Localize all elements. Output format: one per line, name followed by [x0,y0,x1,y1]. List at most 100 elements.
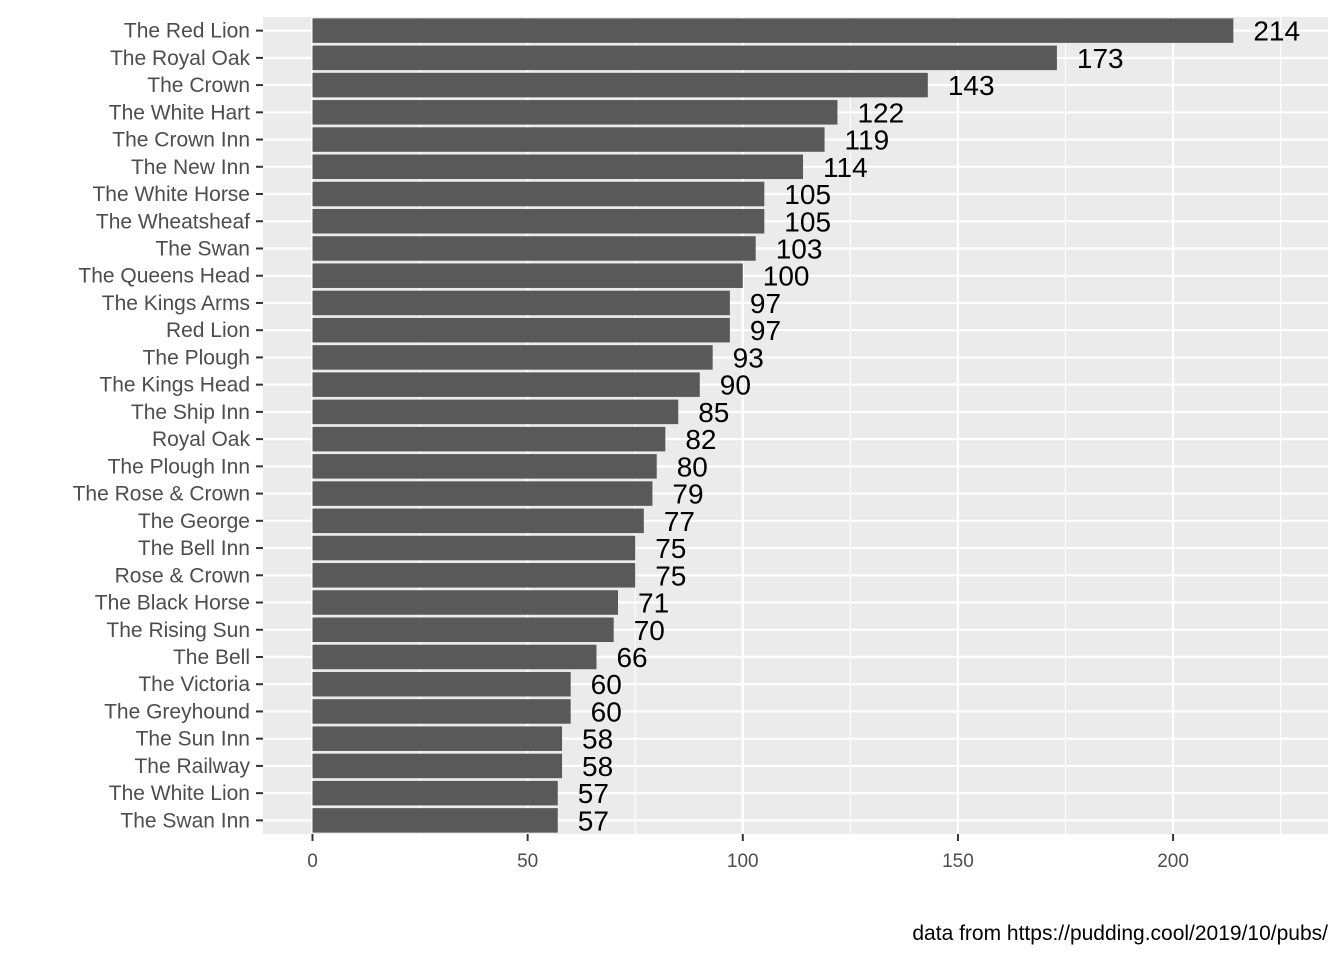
bar [312,617,614,643]
plot-panel [263,17,1328,834]
data-label: 70 [634,615,665,646]
data-label: 60 [591,696,622,727]
bar [312,208,765,234]
y-axis: The Red Lion The Royal Oak The Crown The Wh… [73,20,263,832]
data-label: 214 [1253,16,1300,47]
bar [312,699,571,724]
category-label: The White Lion [109,782,250,805]
bar [312,263,743,288]
category-label: The White Hart [109,101,250,124]
bar [312,481,653,506]
data-label: 58 [582,751,613,782]
bar [312,426,666,452]
bar [312,671,571,697]
x-tick-label: 100 [727,851,759,872]
bar [312,45,1057,71]
data-label: 173 [1077,43,1124,74]
x-tick-label: 200 [1157,851,1189,872]
category-label: The Swan [155,237,250,260]
bar [312,317,730,343]
bar [312,563,636,588]
data-label: 58 [582,724,613,755]
category-label: The Rose & Crown [73,483,250,506]
data-labels: 2141731431221191141051051031009797939085… [578,16,1300,837]
bar [312,290,730,316]
category-label: Rose & Crown [115,564,250,587]
data-label: 122 [857,97,904,128]
category-label: The Kings Arms [102,292,250,315]
category-label: The Railway [134,755,250,778]
data-label: 85 [698,397,729,428]
data-label: 105 [784,179,831,210]
data-label: 66 [616,642,647,673]
category-label: The Queens Head [78,265,250,288]
bar [312,508,644,534]
bar [312,808,558,833]
data-label: 100 [763,261,810,292]
category-label: The Red Lion [124,20,250,43]
data-label: 105 [784,206,831,237]
category-label: Royal Oak [152,428,251,451]
data-label: 97 [750,288,781,319]
x-tick-label: 150 [942,851,974,872]
bar [312,753,563,779]
category-label: The White Horse [92,183,250,206]
category-label: The Crown [147,74,250,97]
bar [312,100,838,125]
data-label: 103 [776,233,823,264]
category-label: The Plough [143,346,250,369]
category-label: The Wheatsheaf [96,210,250,233]
category-label: Red Lion [166,319,250,342]
category-label: The Black Horse [95,592,250,615]
data-label: 77 [664,506,695,537]
category-label: The Bell Inn [138,537,250,560]
x-tick-label: 0 [307,851,318,872]
category-label: The Royal Oak [110,47,251,70]
bar [312,535,636,561]
bar [312,644,597,670]
category-label: The George [138,510,250,533]
bar [312,72,928,98]
data-label: 143 [948,70,995,101]
data-label: 71 [638,588,669,619]
bar [312,726,563,751]
bar [312,780,558,806]
bar [312,154,804,180]
category-label: The Rising Sun [106,619,250,642]
data-label: 90 [720,370,751,401]
bars [312,18,1234,833]
data-label: 80 [677,451,708,482]
source-caption: data from https://pudding.cool/2019/10/p… [912,922,1328,945]
category-label: The Swan Inn [120,809,250,832]
category-label: The New Inn [131,156,250,179]
bar [312,372,700,397]
bar [312,18,1234,43]
data-label: 119 [845,125,890,156]
data-label: 75 [655,560,686,591]
bar [312,127,825,152]
data-label: 114 [823,152,868,183]
category-label: The Plough Inn [108,455,250,478]
data-label: 93 [733,342,764,373]
data-label: 82 [685,424,716,455]
category-label: The Crown Inn [112,129,250,152]
category-label: The Ship Inn [131,401,250,424]
x-tick-label: 50 [517,851,538,872]
data-label: 97 [750,315,781,346]
bar [312,454,657,479]
category-label: The Sun Inn [136,728,250,751]
x-axis: 0 50 100 150 200 [307,834,1189,872]
data-label: 79 [672,479,703,510]
bar [312,236,756,261]
bar [312,181,765,207]
bar [312,345,713,370]
data-label: 60 [591,669,622,700]
minor-gridlines [419,17,1282,834]
bar [312,399,679,425]
category-label: The Kings Head [99,374,250,397]
category-label: The Victoria [138,673,250,696]
category-label: The Bell [173,646,250,669]
category-label: The Greyhound [104,700,250,723]
data-label: 75 [655,533,686,564]
